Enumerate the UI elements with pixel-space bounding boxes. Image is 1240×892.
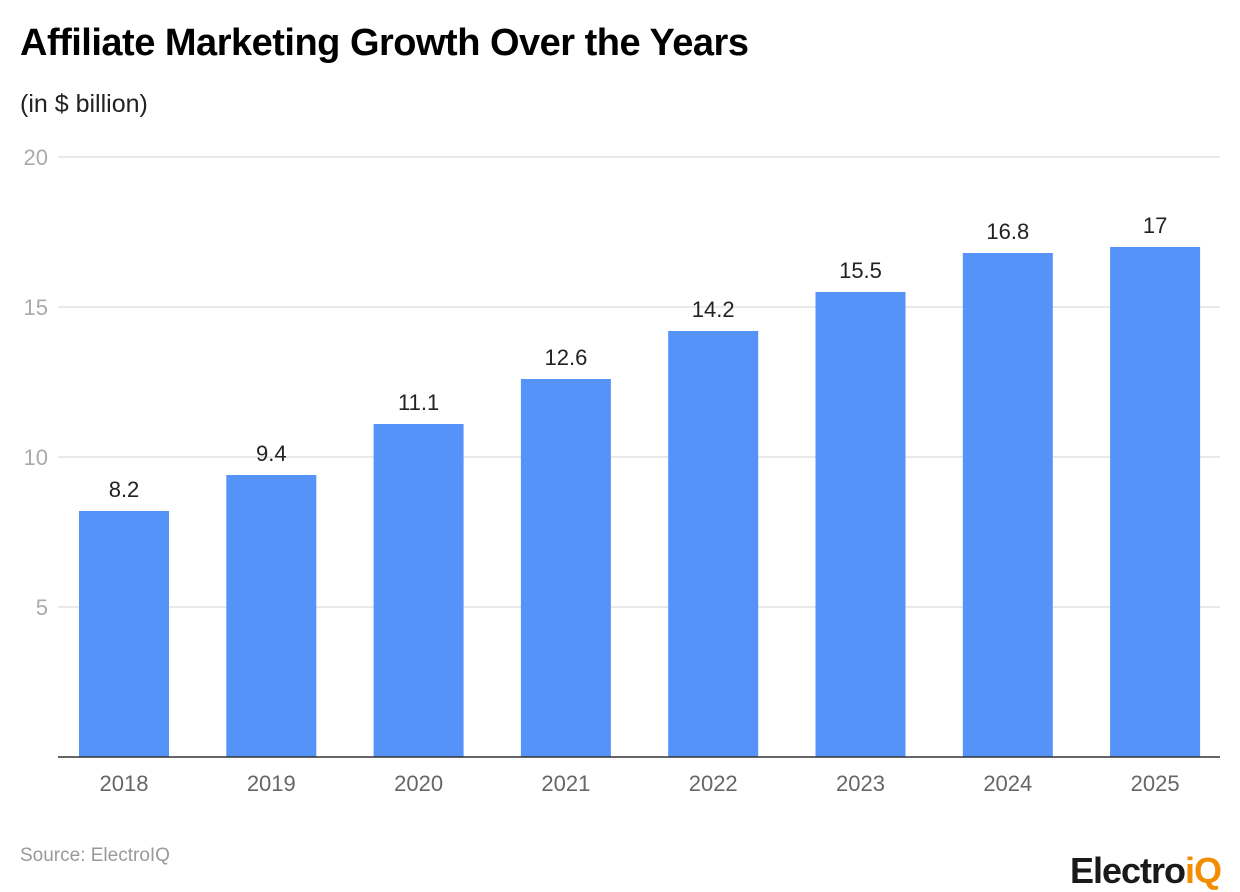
x-tick-label: 2019 bbox=[247, 771, 296, 796]
data-label: 9.4 bbox=[256, 441, 287, 466]
bar bbox=[373, 424, 464, 757]
data-label: 12.6 bbox=[544, 345, 587, 370]
chart-subtitle: (in $ billion) bbox=[20, 90, 148, 118]
data-label: 15.5 bbox=[839, 258, 882, 283]
x-tick-label: 2025 bbox=[1131, 771, 1180, 796]
x-tick-label: 2024 bbox=[983, 771, 1032, 796]
bar bbox=[815, 292, 906, 757]
data-label: 8.2 bbox=[109, 477, 140, 502]
data-label: 17 bbox=[1143, 213, 1167, 238]
electroiq-logo: ElectroiQ bbox=[1070, 850, 1222, 891]
y-tick-label: 10 bbox=[24, 445, 48, 470]
x-tick-label: 2020 bbox=[394, 771, 443, 796]
bar bbox=[668, 331, 759, 757]
y-tick-label: 15 bbox=[24, 295, 48, 320]
y-tick-label: 5 bbox=[36, 595, 48, 620]
data-label: 11.1 bbox=[398, 390, 439, 415]
data-label: 14.2 bbox=[692, 297, 735, 322]
y-tick-label: 20 bbox=[24, 145, 48, 170]
x-tick-label: 2018 bbox=[100, 771, 149, 796]
bar bbox=[226, 475, 317, 757]
bar bbox=[1110, 247, 1201, 757]
x-tick-label: 2021 bbox=[541, 771, 590, 796]
chart-title: Affiliate Marketing Growth Over the Year… bbox=[20, 22, 749, 64]
bar bbox=[962, 253, 1053, 757]
data-label: 16.8 bbox=[986, 219, 1029, 244]
bar bbox=[520, 379, 611, 757]
source-note: Source: ElectroIQ bbox=[20, 845, 170, 866]
bar bbox=[79, 511, 169, 757]
x-tick-label: 2022 bbox=[689, 771, 738, 796]
x-tick-label: 2023 bbox=[836, 771, 885, 796]
